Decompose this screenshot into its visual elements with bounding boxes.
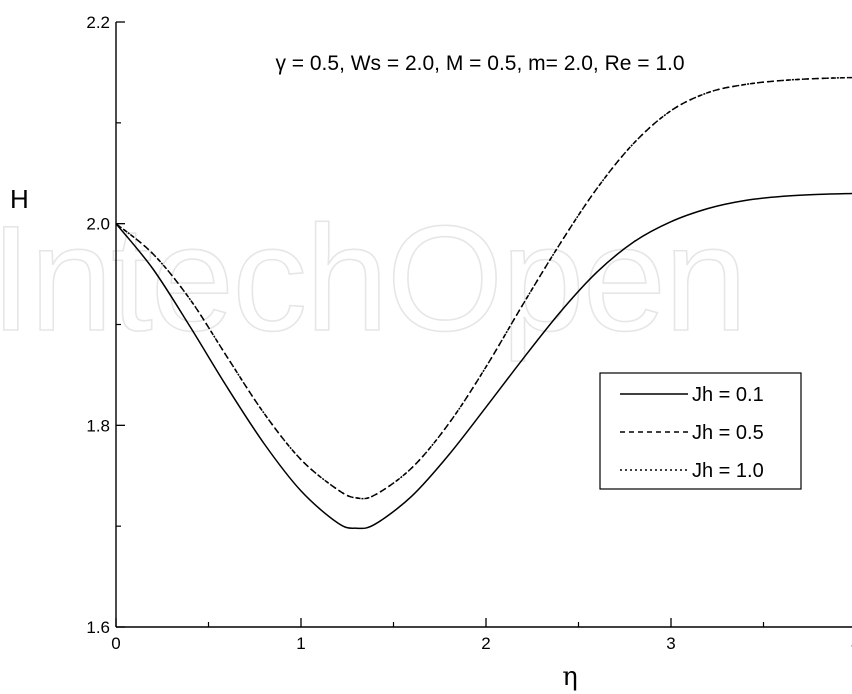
x-axis-label: η [562, 662, 578, 692]
legend-box [599, 372, 802, 490]
axes: 1.61.82.02.201234 [86, 13, 852, 653]
series-line-1 [115, 192, 852, 530]
series-layer [115, 76, 852, 530]
x-tick-label: 0 [111, 634, 120, 653]
legend-label: Jh = 0.1 [692, 384, 764, 406]
legend: Jh = 0.1 Jh = 0.5 Jh = 1.0 [599, 372, 802, 490]
x-tick-label: 1 [296, 634, 305, 653]
y-tick-label: 1.6 [86, 618, 110, 637]
legend-label: Jh = 0.5 [692, 422, 764, 444]
y-axis-label: H [10, 184, 29, 214]
y-tick-label: 2.2 [86, 13, 110, 32]
y-tick-label: 2.0 [86, 215, 110, 234]
x-tick-label: 2 [481, 634, 490, 653]
x-tick-label: 3 [666, 634, 675, 653]
series-line-3 [115, 76, 852, 500]
watermark-text: IntechOpen [0, 194, 746, 362]
y-tick-label: 1.8 [86, 416, 110, 435]
parameter-annotation: γ = 0.5, Ws = 2.0, M = 0.5, m= 2.0, Re =… [275, 52, 684, 75]
legend-label: Jh = 1.0 [692, 460, 764, 482]
